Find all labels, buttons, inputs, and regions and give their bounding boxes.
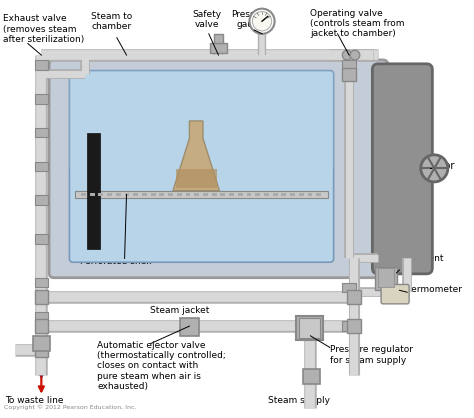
Bar bbox=[35, 196, 48, 205]
Text: Perforated shelf: Perforated shelf bbox=[80, 257, 152, 266]
Bar bbox=[264, 193, 269, 196]
Bar bbox=[35, 60, 48, 70]
Circle shape bbox=[342, 50, 352, 60]
Bar bbox=[342, 321, 356, 331]
Text: To waste line: To waste line bbox=[6, 397, 64, 405]
Bar bbox=[303, 369, 320, 384]
Circle shape bbox=[252, 12, 272, 31]
Bar bbox=[273, 193, 277, 196]
Bar bbox=[116, 193, 121, 196]
Text: Sediment
screen: Sediment screen bbox=[401, 253, 444, 273]
Text: Steam supply: Steam supply bbox=[268, 397, 330, 405]
Bar bbox=[212, 193, 217, 196]
Text: Steam jacket: Steam jacket bbox=[150, 306, 210, 315]
Bar bbox=[194, 193, 199, 196]
Bar bbox=[99, 193, 103, 196]
Text: Steam
chamber: Steam chamber bbox=[272, 165, 322, 187]
Bar bbox=[90, 193, 95, 196]
Bar bbox=[168, 193, 173, 196]
Bar bbox=[133, 193, 138, 196]
Bar bbox=[75, 191, 328, 199]
Bar bbox=[378, 268, 393, 288]
Bar bbox=[35, 290, 48, 304]
Text: Operating valve
(controls steam from
jacket to chamber): Operating valve (controls steam from jac… bbox=[310, 9, 405, 38]
Bar bbox=[159, 193, 164, 196]
Text: Pressure regulator
for steam supply: Pressure regulator for steam supply bbox=[330, 345, 413, 365]
Text: Steam: Steam bbox=[219, 113, 255, 123]
Text: Door: Door bbox=[431, 161, 455, 171]
Bar bbox=[142, 193, 147, 196]
Bar bbox=[185, 193, 191, 196]
Text: Safety
valve: Safety valve bbox=[192, 10, 221, 29]
Bar bbox=[299, 193, 304, 196]
Bar bbox=[35, 234, 48, 244]
Text: Steam to
chamber: Steam to chamber bbox=[91, 12, 133, 31]
Bar bbox=[375, 267, 397, 290]
Bar bbox=[308, 193, 312, 196]
Bar bbox=[151, 193, 155, 196]
Circle shape bbox=[421, 155, 448, 182]
Bar bbox=[342, 283, 356, 292]
Text: Air: Air bbox=[306, 229, 319, 239]
FancyBboxPatch shape bbox=[49, 60, 388, 278]
Bar bbox=[342, 60, 356, 70]
Bar bbox=[203, 193, 208, 196]
Bar bbox=[35, 278, 48, 288]
Polygon shape bbox=[176, 169, 217, 188]
Bar bbox=[220, 193, 225, 196]
Bar bbox=[290, 193, 295, 196]
Bar bbox=[177, 193, 182, 196]
FancyBboxPatch shape bbox=[69, 71, 334, 170]
Text: Thermometer: Thermometer bbox=[401, 285, 463, 294]
Bar bbox=[347, 290, 361, 304]
Bar bbox=[210, 43, 227, 53]
Bar bbox=[304, 319, 317, 333]
Text: Pressure
gauge: Pressure gauge bbox=[231, 10, 270, 29]
FancyBboxPatch shape bbox=[69, 71, 334, 262]
Bar bbox=[35, 345, 48, 355]
Bar bbox=[180, 319, 199, 336]
Bar bbox=[107, 193, 112, 196]
Circle shape bbox=[350, 50, 360, 60]
Text: Copyright © 2012 Pearson Education, Inc.: Copyright © 2012 Pearson Education, Inc. bbox=[4, 405, 136, 410]
Bar bbox=[35, 311, 48, 321]
Bar bbox=[125, 193, 129, 196]
Bar bbox=[342, 68, 356, 81]
Bar bbox=[246, 193, 251, 196]
Bar bbox=[33, 336, 50, 351]
Bar bbox=[35, 162, 48, 171]
FancyBboxPatch shape bbox=[373, 64, 432, 274]
Bar bbox=[299, 319, 320, 338]
Bar bbox=[296, 316, 323, 340]
Bar bbox=[214, 34, 223, 43]
Bar bbox=[35, 128, 48, 138]
Bar bbox=[81, 193, 86, 196]
Text: Automatic ejector valve
(thermostatically controlled;
closes on contact with
pur: Automatic ejector valve (thermostaticall… bbox=[98, 341, 226, 391]
Polygon shape bbox=[173, 121, 219, 191]
Circle shape bbox=[249, 9, 274, 34]
Bar bbox=[255, 193, 260, 196]
Bar bbox=[238, 193, 243, 196]
Bar bbox=[35, 319, 48, 333]
Bar bbox=[282, 193, 286, 196]
Text: Exhaust valve
(removes steam
after sterilization): Exhaust valve (removes steam after steri… bbox=[3, 15, 84, 44]
Bar bbox=[35, 94, 48, 104]
Bar bbox=[316, 193, 321, 196]
Bar bbox=[229, 193, 234, 196]
Bar bbox=[35, 344, 48, 357]
FancyBboxPatch shape bbox=[381, 285, 409, 304]
Bar bbox=[87, 133, 100, 249]
Bar bbox=[347, 319, 361, 333]
